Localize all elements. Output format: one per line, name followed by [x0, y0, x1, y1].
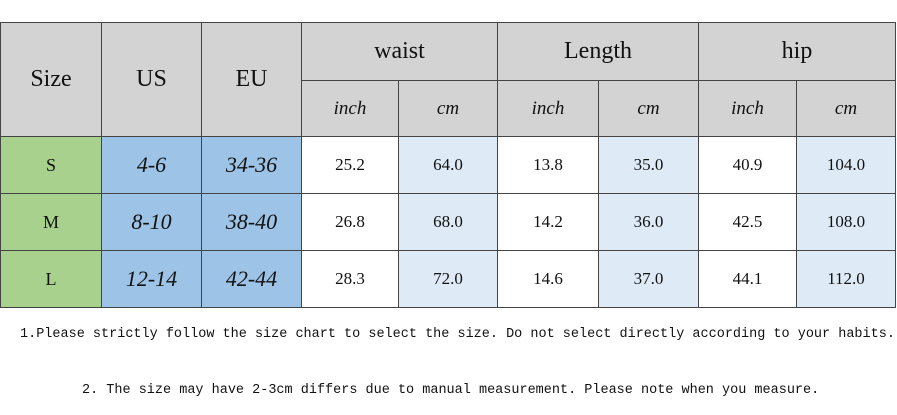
unit-header: inch	[301, 80, 399, 137]
group-header: hip	[698, 22, 896, 81]
table-cell: 112.0	[796, 250, 896, 308]
header-cell: US	[101, 22, 202, 137]
header-cell: Size	[0, 22, 102, 137]
table-cell: 37.0	[598, 250, 699, 308]
group-header: Length	[497, 22, 699, 81]
table-cell: 36.0	[598, 193, 699, 251]
table-cell: 14.6	[497, 250, 599, 308]
table-cell: 28.3	[301, 250, 399, 308]
table-cell: 12-14	[101, 250, 202, 308]
header-cell: EU	[201, 22, 302, 137]
unit-header: inch	[698, 80, 797, 137]
table-cell: 42.5	[698, 193, 797, 251]
unit-header: cm	[398, 80, 498, 137]
table-cell: 44.1	[698, 250, 797, 308]
table-cell: 4-6	[101, 136, 202, 194]
table-cell: 13.8	[497, 136, 599, 194]
table-cell: 72.0	[398, 250, 498, 308]
table-cell: 104.0	[796, 136, 896, 194]
table-cell: L	[0, 250, 102, 308]
unit-header: cm	[598, 80, 699, 137]
unit-header: inch	[497, 80, 599, 137]
table-cell: 40.9	[698, 136, 797, 194]
table-cell: M	[0, 193, 102, 251]
table-cell: 38-40	[201, 193, 302, 251]
table-cell: 108.0	[796, 193, 896, 251]
note: 1.Please strictly follow the size chart …	[20, 327, 895, 342]
note: 2. The size may have 2-3cm differs due t…	[82, 383, 820, 398]
table-cell: 35.0	[598, 136, 699, 194]
table-cell: 14.2	[497, 193, 599, 251]
table-cell: 68.0	[398, 193, 498, 251]
table-cell: 64.0	[398, 136, 498, 194]
group-header: waist	[301, 22, 498, 81]
table-cell: 25.2	[301, 136, 399, 194]
table-cell: 42-44	[201, 250, 302, 308]
table-cell: 8-10	[101, 193, 202, 251]
unit-header: cm	[796, 80, 896, 137]
table-cell: 26.8	[301, 193, 399, 251]
table-cell: 34-36	[201, 136, 302, 194]
table-cell: S	[0, 136, 102, 194]
